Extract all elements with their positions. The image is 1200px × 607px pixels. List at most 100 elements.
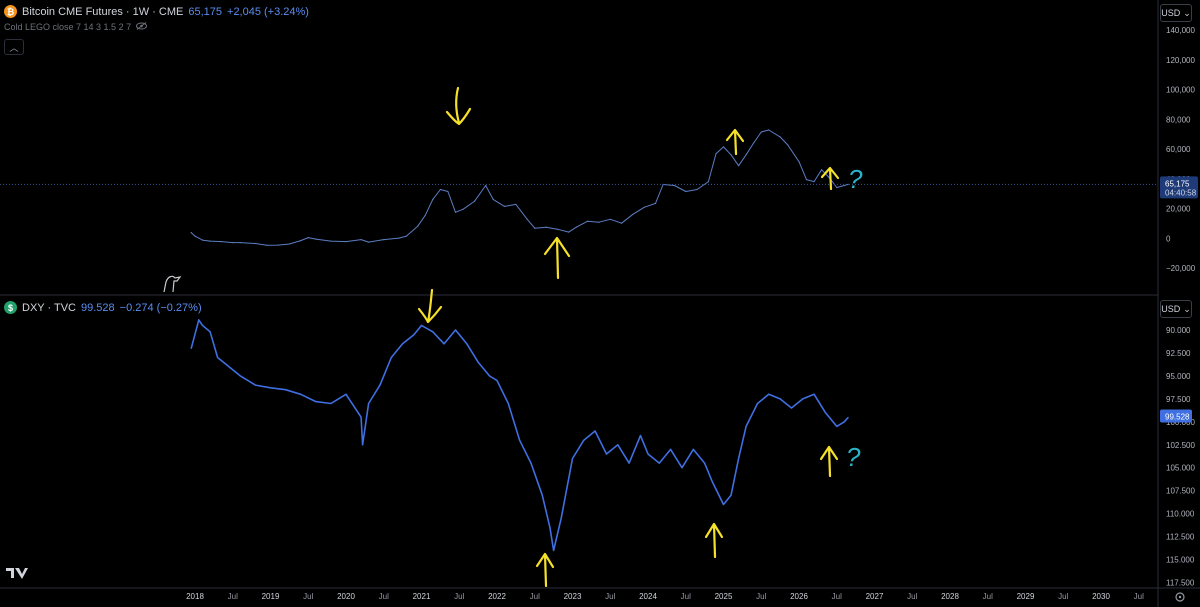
btc-price-line-point [454, 211, 457, 213]
dxy-line-point [488, 375, 491, 377]
btc-price-line-point [805, 179, 808, 181]
btc-price-line-point [345, 241, 347, 243]
chevron-down-icon: ⌄ [1183, 303, 1191, 314]
dxy-line-point [583, 439, 585, 441]
bottom-y-tick: 92.500 [1166, 349, 1191, 358]
x-tick: 2026 [790, 592, 808, 601]
x-tick: 2019 [262, 592, 280, 601]
btc-price-line-point [609, 218, 611, 220]
btc-price-line-point [685, 190, 687, 193]
dxy-line-point [824, 412, 827, 414]
x-tick: 2018 [186, 592, 204, 601]
arrow-down-icon [417, 288, 443, 324]
bottom-symbol[interactable]: DXY · TVC [22, 301, 76, 314]
top-y-tick: 20,000 [1166, 205, 1191, 214]
btc-price-line-point [760, 131, 762, 133]
btc-price-line-point [277, 244, 279, 246]
indicator-legend[interactable]: Cold LEGO close 7 14 3 1.5 2 7 [4, 22, 148, 32]
x-tick: Jul [530, 592, 540, 601]
bottom-currency-button[interactable]: USD ⌄ [1160, 300, 1192, 318]
dxy-line-point [368, 402, 370, 405]
btc-price-line-point [847, 183, 849, 185]
top-y-tick: 80,000 [1166, 115, 1191, 124]
dxy-line[interactable] [190, 319, 849, 552]
dxy-line-point [254, 384, 256, 386]
dxy-line-point [553, 549, 555, 552]
dxy-line-point [402, 343, 404, 345]
x-tick: 2024 [639, 592, 657, 601]
btc-price-line-point [738, 165, 740, 167]
eye-hidden-icon[interactable] [136, 22, 148, 32]
btc-price-line-point [485, 184, 487, 187]
collapse-legend-button[interactable]: ︿ [4, 39, 24, 55]
bottom-pane-legend[interactable]: $ DXY · TVC 99.528 −0.274 (−0.27%) [4, 301, 202, 314]
dxy-line-point [658, 462, 660, 464]
dxy-line-point [519, 439, 521, 441]
tradingview-logo-icon [6, 568, 28, 579]
question-mark-annotation: ? [846, 442, 861, 472]
btc-price-line-point [288, 243, 290, 245]
dxy-line-point [315, 401, 317, 403]
x-tick: Jul [303, 592, 313, 601]
btc-price-label-box [1160, 176, 1198, 199]
dxy-line-point [228, 366, 230, 368]
btc-price-line-point [534, 227, 536, 229]
dxy-line-point [330, 402, 332, 405]
arrow-down-icon [445, 86, 472, 126]
btc-price-line-point [503, 205, 506, 207]
btc-price-line-point [768, 129, 770, 131]
top-y-tick: −20,000 [1166, 264, 1196, 273]
btc-price-line-point [587, 220, 589, 222]
btc-price-line-point [836, 186, 838, 189]
btc-price-line-point [209, 240, 211, 242]
x-tick: 2027 [866, 592, 884, 601]
question-mark-annotation: ? [848, 164, 863, 194]
top-currency-button[interactable]: USD ⌄ [1160, 4, 1192, 22]
dxy-line-point [745, 425, 747, 427]
btc-price-line-point [673, 184, 676, 187]
bottom-y-tick: 107.500 [1166, 487, 1195, 496]
btc-price-line-point [654, 202, 657, 204]
btc-price-line-point [568, 231, 570, 233]
gear-icon[interactable] [1175, 592, 1185, 602]
btc-price-line-point [753, 142, 755, 144]
x-tick: 2030 [1092, 592, 1110, 601]
dxy-line-point [738, 457, 740, 460]
dxy-line-point [847, 416, 849, 419]
dxy-line-point [704, 462, 706, 464]
dxy-line-point [466, 343, 468, 345]
dxy-line-point [628, 462, 630, 464]
dxy-line-point [390, 356, 392, 359]
dxy-line-point [443, 343, 445, 345]
top-y-tick: 140,000 [1166, 26, 1195, 35]
dollar-icon: $ [4, 301, 17, 314]
arrow-up-icon [819, 445, 839, 478]
dxy-line-point [379, 384, 381, 386]
btc-price-line-point [632, 213, 634, 215]
dxy-line-point [768, 393, 770, 395]
dxy-line-point [198, 319, 200, 321]
arrow-up-icon [820, 166, 840, 191]
x-tick: 2025 [715, 592, 733, 601]
btc-price-line-point [368, 241, 370, 243]
x-tick: Jul [1058, 592, 1068, 601]
dxy-line-point [802, 398, 804, 400]
dxy-line-point [454, 329, 457, 331]
btc-price-line-point [315, 238, 317, 240]
indicator-label: Cold LEGO close 7 14 3 1.5 2 7 [4, 22, 132, 32]
x-tick: Jul [228, 592, 238, 601]
x-tick: Jul [454, 592, 464, 601]
dxy-line-point [239, 375, 241, 377]
x-tick: Jul [1134, 592, 1144, 601]
btc-price-line[interactable] [190, 129, 849, 246]
dxy-price-label: 99.528 [1165, 412, 1190, 421]
top-pane-legend[interactable]: ₿ Bitcoin CME Futures · 1W · CME 65,175 … [4, 5, 309, 18]
dxy-line-point [756, 402, 759, 405]
x-tick: 2023 [564, 592, 582, 601]
dxy-line-point [507, 402, 509, 405]
top-symbol[interactable]: Bitcoin CME Futures · 1W · CME [22, 5, 184, 18]
gear-icon-center [1178, 595, 1182, 599]
btc-price-line-point [439, 188, 441, 191]
btc-price-line-point [360, 239, 362, 241]
